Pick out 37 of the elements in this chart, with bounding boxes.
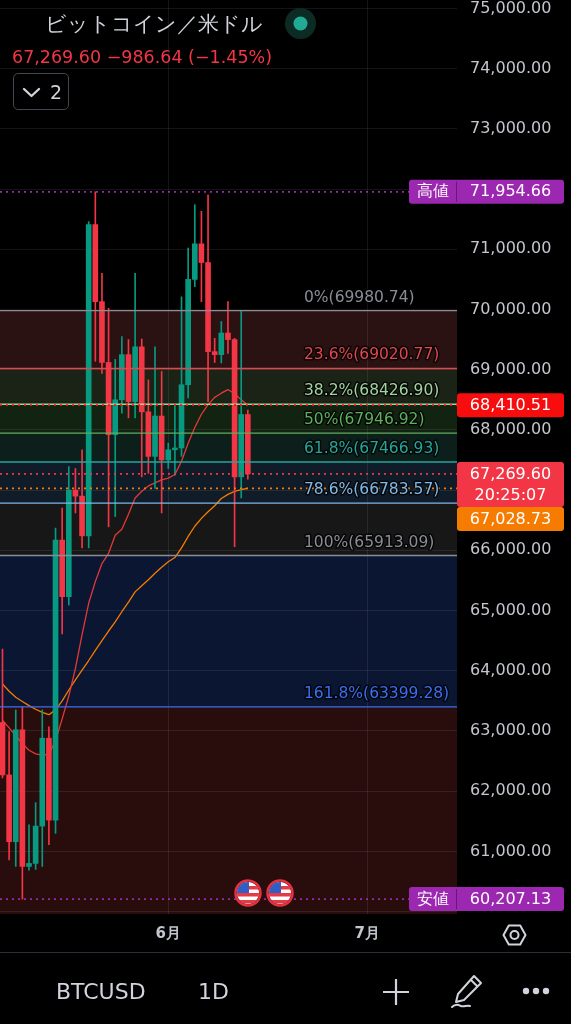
text: 67,269.60 −986.64 (−1.45%)	[12, 46, 272, 68]
text: 71,954.66	[469, 181, 552, 201]
x-tick-label: 6月	[155, 923, 181, 942]
annotation: 2	[50, 80, 63, 104]
dropdown-button: 2	[13, 73, 69, 110]
ref-line-label: 61.8%(67466.93)	[304, 439, 440, 457]
y-tick-label: 74,000.00	[470, 57, 552, 77]
y-tick-label: 68,000.00	[470, 419, 552, 439]
y-tick-label: 61,000.00	[470, 840, 552, 860]
text: 1D	[198, 978, 229, 1006]
y-tick-label: 64,000.00	[470, 659, 552, 679]
text: 60,207.13	[469, 888, 552, 908]
y-tick-label: 63,000.00	[470, 720, 552, 740]
y-tick-label: 75,000.00	[470, 0, 552, 17]
text: 68,410.51	[469, 394, 552, 414]
y-tick-label: 70,000.00	[470, 298, 552, 318]
ref-line-label: 安値	[417, 888, 449, 908]
ref-line-label: 0%(69980.74)	[304, 287, 415, 306]
y-tick-label: 65,000.00	[470, 599, 552, 619]
ref-line-label: 50%(67946.92)	[304, 410, 425, 429]
y-tick-label: 69,000.00	[470, 358, 552, 378]
text: BTCUSD	[56, 978, 146, 1006]
y-tick-label: 62,000.00	[470, 780, 552, 800]
y-tick-label: 73,000.00	[470, 118, 552, 138]
text: 67,028.73	[469, 508, 552, 528]
y-tick-label: 71,000.00	[470, 238, 552, 258]
text: 67,269.60	[469, 463, 552, 483]
ref-line-label: 高値	[417, 181, 449, 201]
x-tick-label: 7月	[354, 923, 380, 942]
ref-line-label: 38.2%(68426.90)	[304, 381, 440, 400]
ref-line-label: 161.8%(63399.28)	[304, 683, 450, 702]
text: 20:25:07	[474, 484, 547, 504]
ref-line-label: 78.6%(66783.57)	[304, 480, 440, 499]
y-tick-label: 66,000.00	[470, 539, 552, 559]
ref-line-label: 23.6%(69020.77)	[304, 345, 440, 364]
ref-line-label: 100%(65913.09)	[304, 532, 435, 551]
text: ビットコイン／米ドル	[45, 11, 263, 38]
